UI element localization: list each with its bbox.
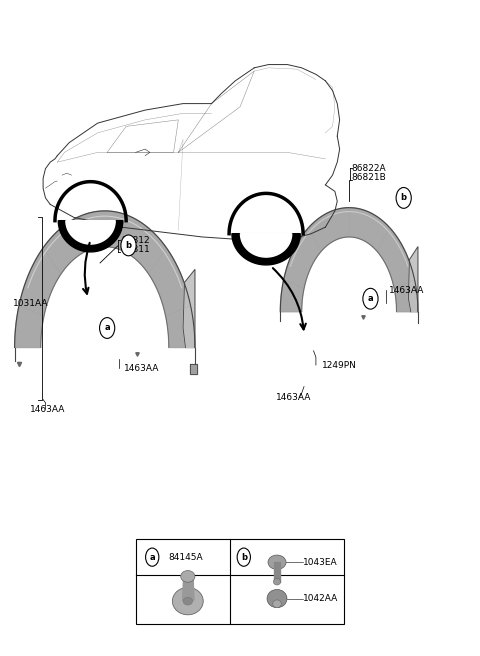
Text: 1463AA: 1463AA: [276, 393, 311, 402]
Polygon shape: [190, 364, 197, 373]
Ellipse shape: [267, 590, 287, 607]
Text: b: b: [241, 552, 247, 562]
Circle shape: [145, 548, 159, 566]
Polygon shape: [280, 208, 418, 312]
Polygon shape: [14, 211, 195, 348]
Text: 1042AA: 1042AA: [303, 594, 338, 603]
Polygon shape: [183, 270, 195, 348]
Ellipse shape: [268, 555, 286, 569]
Ellipse shape: [273, 600, 281, 607]
Text: a: a: [149, 552, 155, 562]
Circle shape: [363, 289, 378, 309]
Text: 1249PN: 1249PN: [322, 361, 357, 369]
Ellipse shape: [180, 571, 195, 583]
Text: a: a: [368, 295, 373, 303]
Polygon shape: [66, 220, 115, 244]
Text: 1031AA: 1031AA: [13, 298, 48, 308]
Text: 86811: 86811: [121, 245, 150, 254]
Ellipse shape: [274, 579, 281, 585]
Text: 1463AA: 1463AA: [30, 405, 66, 414]
Text: b: b: [401, 194, 407, 203]
Text: 1463AA: 1463AA: [124, 364, 159, 373]
Text: a: a: [104, 323, 110, 333]
Polygon shape: [58, 220, 123, 252]
Circle shape: [121, 235, 136, 256]
Text: b: b: [125, 241, 132, 250]
Circle shape: [396, 188, 411, 209]
Polygon shape: [232, 234, 300, 265]
Polygon shape: [408, 247, 418, 312]
Ellipse shape: [172, 588, 203, 615]
Ellipse shape: [183, 597, 192, 605]
Circle shape: [99, 318, 115, 338]
Text: 84145A: 84145A: [169, 552, 204, 562]
Text: 1463AA: 1463AA: [389, 286, 425, 295]
FancyBboxPatch shape: [136, 539, 344, 624]
Polygon shape: [240, 234, 292, 257]
Text: 86812: 86812: [121, 236, 150, 245]
Circle shape: [237, 548, 251, 566]
Text: 86821B: 86821B: [351, 173, 386, 182]
Text: 1043EA: 1043EA: [303, 558, 338, 567]
Text: 86822A: 86822A: [351, 164, 386, 173]
